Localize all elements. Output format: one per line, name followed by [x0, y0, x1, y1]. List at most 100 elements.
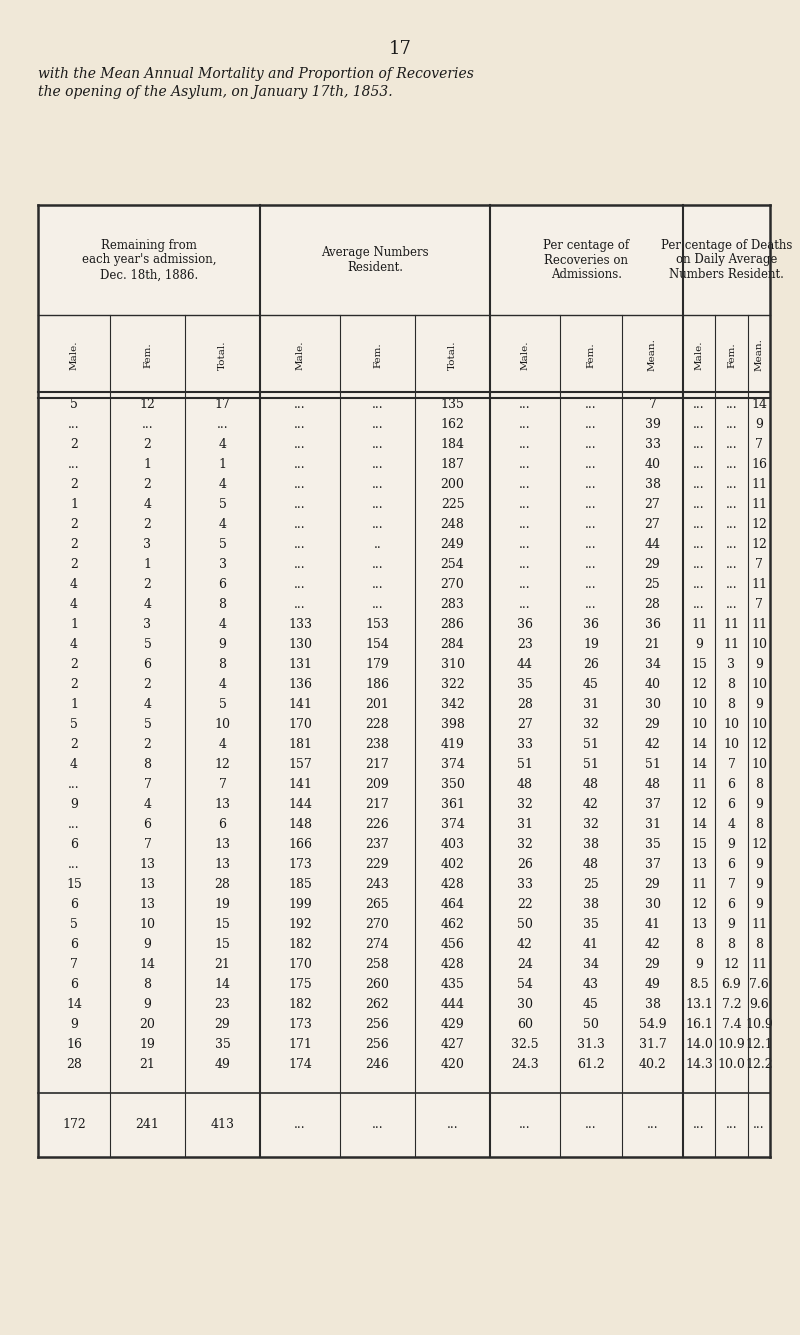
Text: Male.: Male.	[70, 340, 78, 370]
Text: 10: 10	[751, 678, 767, 692]
Text: 374: 374	[441, 818, 465, 832]
Text: 21: 21	[645, 638, 661, 651]
Text: 136: 136	[288, 678, 312, 692]
Text: 36: 36	[517, 618, 533, 631]
Text: 254: 254	[441, 558, 464, 571]
Text: 249: 249	[441, 538, 464, 551]
Text: ...: ...	[68, 778, 80, 792]
Text: ..: ..	[374, 538, 382, 551]
Text: 9: 9	[143, 999, 151, 1012]
Text: 4: 4	[218, 618, 226, 631]
Text: ...: ...	[585, 578, 597, 591]
Text: 6: 6	[70, 838, 78, 852]
Text: 11: 11	[751, 498, 767, 511]
Text: Mean.: Mean.	[648, 339, 657, 371]
Text: 153: 153	[366, 618, 390, 631]
Text: 464: 464	[441, 898, 465, 912]
Text: 7: 7	[70, 959, 78, 972]
Text: 243: 243	[366, 878, 390, 892]
Text: 61.2: 61.2	[577, 1059, 605, 1072]
Text: 13: 13	[691, 918, 707, 932]
Text: ...: ...	[372, 438, 383, 451]
Text: 6: 6	[70, 979, 78, 992]
Text: 175: 175	[288, 979, 312, 992]
Text: 5: 5	[218, 498, 226, 511]
Text: 51: 51	[583, 758, 599, 772]
Text: 217: 217	[366, 798, 390, 812]
Text: 8: 8	[727, 939, 735, 952]
Text: ...: ...	[372, 498, 383, 511]
Text: 4: 4	[218, 478, 226, 491]
Text: 419: 419	[441, 738, 465, 752]
Text: 31: 31	[645, 818, 661, 832]
Text: 361: 361	[441, 798, 465, 812]
Text: 10: 10	[751, 758, 767, 772]
Text: 10: 10	[723, 718, 739, 732]
Text: 2: 2	[70, 518, 78, 531]
Text: 1: 1	[143, 558, 151, 571]
Bar	[38, 206, 770, 1157]
Text: 199: 199	[288, 898, 312, 912]
Text: 162: 162	[441, 418, 465, 431]
Text: Male.: Male.	[694, 340, 703, 370]
Text: 286: 286	[441, 618, 465, 631]
Text: 38: 38	[645, 478, 661, 491]
Text: 13.1: 13.1	[685, 999, 713, 1012]
Text: 9: 9	[755, 658, 763, 672]
Text: 225: 225	[441, 498, 464, 511]
Text: 10: 10	[139, 918, 155, 932]
Text: ...: ...	[294, 578, 306, 591]
Text: 27: 27	[645, 518, 660, 531]
Text: 17: 17	[214, 399, 230, 411]
Text: 2: 2	[70, 738, 78, 752]
Text: 42: 42	[583, 798, 599, 812]
Text: 403: 403	[441, 838, 465, 852]
Text: ...: ...	[693, 538, 705, 551]
Text: 27: 27	[645, 498, 660, 511]
Text: ...: ...	[294, 1119, 306, 1132]
Text: 19: 19	[583, 638, 599, 651]
Text: ...: ...	[693, 458, 705, 471]
Text: 173: 173	[288, 858, 312, 872]
Text: 39: 39	[645, 418, 661, 431]
Text: ...: ...	[372, 578, 383, 591]
Text: ...: ...	[294, 498, 306, 511]
Text: 26: 26	[583, 658, 599, 672]
Text: 237: 237	[366, 838, 390, 852]
Text: 28: 28	[66, 1059, 82, 1072]
Text: 9: 9	[727, 838, 735, 852]
Text: 40.2: 40.2	[638, 1059, 666, 1072]
Text: 4: 4	[143, 698, 151, 712]
Text: Male.: Male.	[521, 340, 530, 370]
Text: ...: ...	[372, 558, 383, 571]
Text: 42: 42	[645, 738, 661, 752]
Text: 14: 14	[751, 399, 767, 411]
Text: 157: 157	[288, 758, 312, 772]
Text: 258: 258	[366, 959, 390, 972]
Text: ...: ...	[585, 558, 597, 571]
Text: 38: 38	[583, 838, 599, 852]
Text: ...: ...	[372, 478, 383, 491]
Text: 50: 50	[583, 1019, 599, 1032]
Text: 13: 13	[139, 858, 155, 872]
Text: 9: 9	[755, 878, 763, 892]
Text: 44: 44	[517, 658, 533, 672]
Text: ...: ...	[726, 498, 738, 511]
Text: 7: 7	[727, 878, 735, 892]
Text: 4: 4	[143, 598, 151, 611]
Text: ...: ...	[693, 399, 705, 411]
Text: 14.3: 14.3	[685, 1059, 713, 1072]
Text: 3: 3	[727, 658, 735, 672]
Text: 10.0: 10.0	[718, 1059, 746, 1072]
Text: 7: 7	[143, 838, 151, 852]
Text: 15: 15	[691, 838, 707, 852]
Text: 12: 12	[751, 518, 767, 531]
Text: 13: 13	[691, 858, 707, 872]
Text: 2: 2	[143, 478, 151, 491]
Text: 184: 184	[441, 438, 465, 451]
Text: Average Numbers
Resident.: Average Numbers Resident.	[321, 246, 429, 274]
Text: 6: 6	[143, 818, 151, 832]
Text: 28: 28	[517, 698, 533, 712]
Text: 13: 13	[214, 838, 230, 852]
Text: 8: 8	[755, 818, 763, 832]
